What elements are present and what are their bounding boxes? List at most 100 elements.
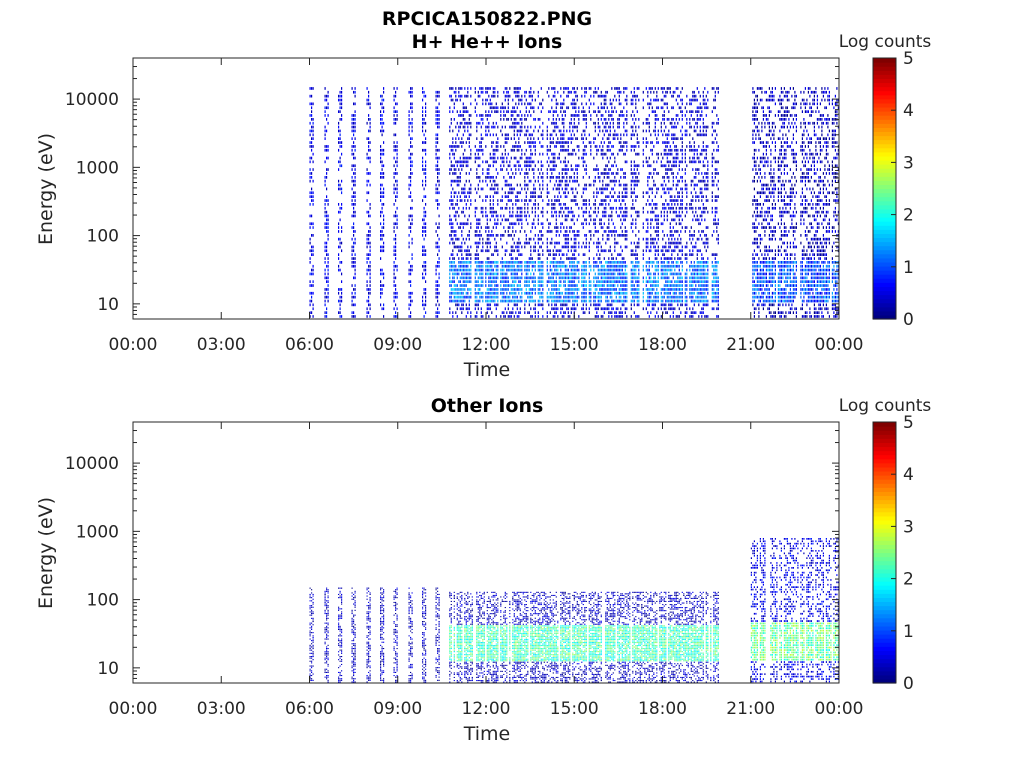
heatmap-cell [437,199,439,202]
heatmap-cell [555,176,557,179]
heatmap-cell [423,230,425,233]
heatmap-cell [480,311,482,314]
heatmap-cell [381,125,383,129]
heatmap-cell [603,230,605,233]
heatmap-cell [395,172,397,175]
heatmap-cell [467,257,469,260]
heatmap-cell [324,145,326,148]
heatmap-cell [510,114,512,117]
heatmap-cell [467,222,469,226]
heatmap-cell [501,264,503,268]
heatmap-cell [626,264,628,268]
heatmap-cell [657,264,659,268]
heatmap-cell [611,145,613,148]
heatmap-cell [437,191,439,195]
heatmap-cell [485,129,487,133]
heatmap-cell [435,156,437,160]
heatmap-cell [605,183,607,187]
heatmap-cell [411,222,413,226]
heatmap-cell [606,137,608,140]
heatmap-cell [656,288,658,291]
heatmap-cell [585,284,587,287]
heatmap-cell [449,218,451,222]
heatmap-cell [501,125,503,129]
heatmap-cell [425,195,427,198]
heatmap-cell [482,284,484,287]
heatmap-cell [326,249,328,253]
heatmap-cell [486,272,488,276]
heatmap-cell [612,152,614,156]
heatmap-cell [647,241,649,245]
heatmap-cell [410,183,412,187]
heatmap-cell [530,94,532,98]
heatmap-cell [657,214,659,218]
heatmap-cell [461,276,463,280]
heatmap-cell [512,284,514,287]
heatmap-cell [636,110,638,113]
heatmap-cell [531,257,533,260]
heatmap-cell [563,141,565,144]
heatmap-cell [560,102,562,106]
heatmap-cell [503,291,505,295]
heatmap-cell [474,152,476,156]
heatmap-cell [584,284,586,287]
heatmap-cell [500,206,502,210]
heatmap-cell [617,90,619,94]
heatmap-cell [383,203,385,206]
heatmap-cell [642,121,644,125]
heatmap-cell [608,249,610,253]
heatmap-cell [633,291,635,295]
heatmap-cell [449,272,451,276]
heatmap-cell [495,183,497,187]
heatmap-cell [654,114,656,117]
heatmap-cell [519,288,521,291]
heatmap-cell [524,183,526,187]
heatmap-cell [594,218,596,222]
heatmap-cell [593,94,595,98]
heatmap-cell [573,199,575,202]
heatmap-cell [519,133,521,137]
heatmap-cell [561,137,563,140]
heatmap-cell [437,288,439,291]
heatmap-cell [561,141,563,144]
heatmap-cell [476,176,478,179]
heatmap-cell [635,295,637,299]
heatmap-cell [524,94,526,98]
heatmap-cell [617,87,619,90]
heatmap-cell [609,214,611,218]
heatmap-cell [477,222,479,226]
heatmap-cell [560,284,562,287]
heatmap-cell [495,272,497,276]
heatmap-cell [309,145,311,148]
heatmap-cell [477,268,479,272]
heatmap-cell [575,307,577,311]
heatmap-cell [647,222,649,226]
heatmap-cell [548,110,550,113]
heatmap-cell [575,187,577,191]
heatmap-cell [585,268,587,272]
heatmap-cell [477,176,479,179]
heatmap-cell [459,245,461,249]
heatmap-cell [501,299,503,303]
heatmap-cell [455,145,457,148]
heatmap-cell [491,264,493,268]
heatmap-cell [546,187,548,191]
heatmap-cell [311,110,313,113]
heatmap-cell [507,183,509,187]
heatmap-cell [624,214,626,218]
heatmap-cell [470,257,472,260]
heatmap-cell [410,303,412,307]
heatmap-cell [453,291,455,295]
heatmap-cell [576,114,578,117]
heatmap-cell [527,183,529,187]
heatmap-cell [368,295,370,299]
heatmap-cell [411,164,413,168]
heatmap-cell [500,299,502,303]
heatmap-cell [636,133,638,137]
heatmap-cell [327,230,329,233]
heatmap-cell [578,121,580,125]
heatmap-cell [606,295,608,299]
heatmap-cell [534,226,536,229]
heatmap-cell [338,168,340,171]
heatmap-cell [497,141,499,144]
